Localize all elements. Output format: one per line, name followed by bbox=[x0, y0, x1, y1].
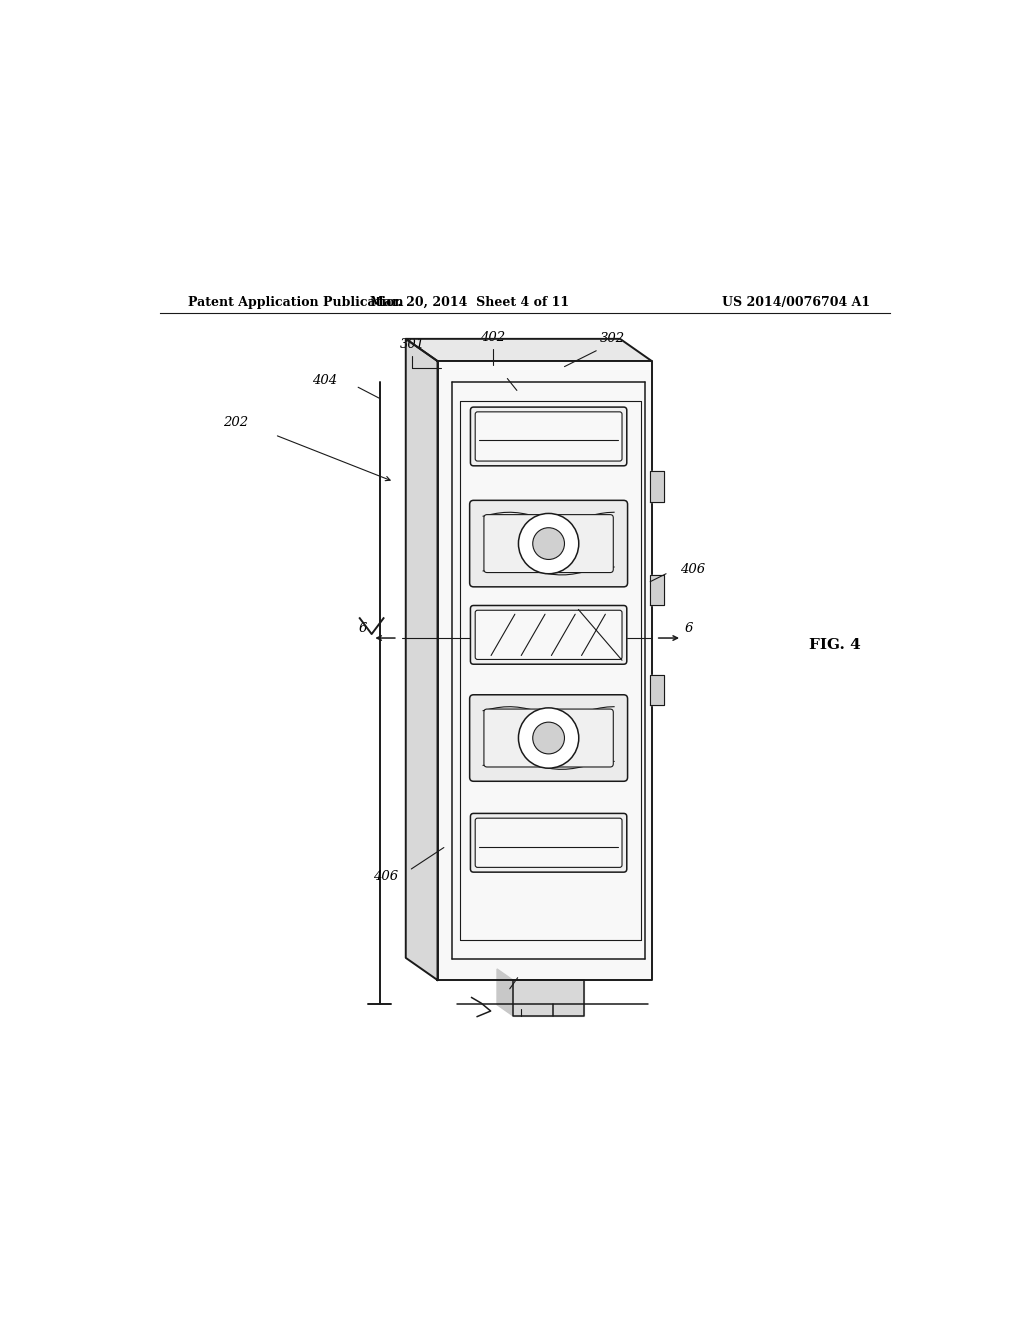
FancyBboxPatch shape bbox=[484, 515, 613, 573]
Polygon shape bbox=[471, 502, 626, 585]
FancyBboxPatch shape bbox=[470, 813, 627, 873]
Circle shape bbox=[518, 513, 579, 574]
Circle shape bbox=[518, 708, 579, 768]
FancyBboxPatch shape bbox=[470, 500, 628, 587]
Text: Mar. 20, 2014  Sheet 4 of 11: Mar. 20, 2014 Sheet 4 of 11 bbox=[370, 296, 568, 309]
Polygon shape bbox=[497, 969, 513, 1016]
Text: 404: 404 bbox=[311, 375, 337, 387]
FancyBboxPatch shape bbox=[470, 694, 628, 781]
Polygon shape bbox=[471, 408, 626, 465]
Polygon shape bbox=[650, 676, 665, 705]
Text: 408: 408 bbox=[505, 994, 530, 1007]
FancyBboxPatch shape bbox=[470, 407, 627, 466]
FancyBboxPatch shape bbox=[475, 412, 622, 461]
Circle shape bbox=[532, 528, 564, 560]
Text: US 2014/0076704 A1: US 2014/0076704 A1 bbox=[722, 296, 870, 309]
Text: 406: 406 bbox=[680, 564, 705, 577]
Polygon shape bbox=[406, 339, 652, 362]
FancyBboxPatch shape bbox=[475, 610, 622, 660]
Text: 6: 6 bbox=[685, 622, 693, 635]
Polygon shape bbox=[650, 471, 665, 502]
Polygon shape bbox=[406, 339, 437, 979]
Text: Patent Application Publication: Patent Application Publication bbox=[187, 296, 403, 309]
Text: 202: 202 bbox=[222, 417, 248, 429]
Text: 402: 402 bbox=[480, 330, 506, 343]
Polygon shape bbox=[437, 362, 652, 979]
Circle shape bbox=[532, 722, 564, 754]
Text: 406: 406 bbox=[470, 366, 495, 379]
FancyBboxPatch shape bbox=[484, 709, 613, 767]
Polygon shape bbox=[471, 814, 626, 871]
Text: 406: 406 bbox=[373, 870, 397, 883]
Text: 301: 301 bbox=[399, 338, 425, 351]
FancyBboxPatch shape bbox=[470, 606, 627, 664]
Polygon shape bbox=[471, 606, 626, 664]
Polygon shape bbox=[471, 697, 626, 780]
FancyBboxPatch shape bbox=[475, 818, 622, 867]
Text: 6: 6 bbox=[358, 622, 367, 635]
Text: 302: 302 bbox=[599, 333, 625, 346]
Polygon shape bbox=[513, 979, 585, 1016]
Polygon shape bbox=[650, 576, 665, 606]
Text: FIG. 4: FIG. 4 bbox=[809, 638, 860, 652]
